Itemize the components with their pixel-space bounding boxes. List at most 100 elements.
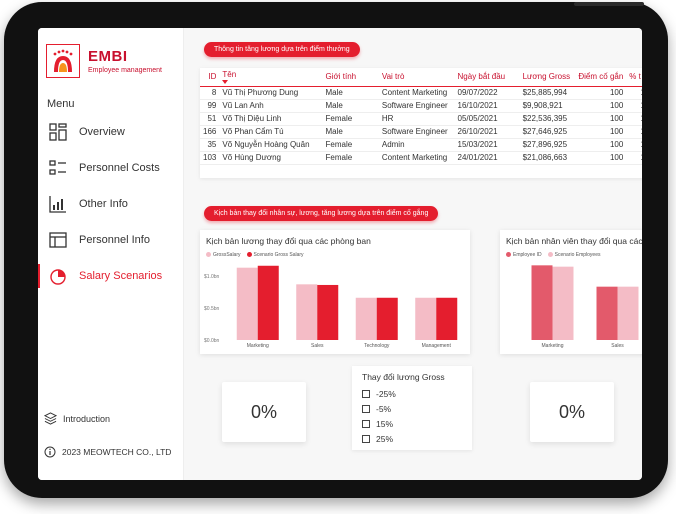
chart-legend: Employee ID Scenario Employees xyxy=(506,252,600,258)
col-header-start-date[interactable]: Ngày bắt đầu xyxy=(454,68,520,87)
table-cell: 100 xyxy=(575,86,627,100)
table-header-row: ID Tên Giới tính Vai trò Ngày bắt đầu Lư… xyxy=(200,68,642,87)
sidebar-item-other-info[interactable]: Other Info xyxy=(38,186,184,222)
table-cell: Admin xyxy=(378,138,455,152)
table-cell: 8 xyxy=(200,86,220,100)
sidebar-item-label: Personnel Info xyxy=(79,234,150,246)
checkbox[interactable] xyxy=(362,419,370,428)
table-cell: $25,885,994 xyxy=(519,86,576,100)
slicer-option[interactable]: -25% xyxy=(362,386,462,401)
sidebar-item-salary-scenarios[interactable]: Salary Scenarios xyxy=(38,258,184,294)
bar-chart-icon xyxy=(49,196,66,213)
x-tick-label: Sales xyxy=(611,343,624,349)
slicer-option[interactable]: 25% xyxy=(362,431,462,446)
kpi-card-left: 0% xyxy=(222,382,306,442)
menu-label: Menu xyxy=(47,98,75,110)
checkbox[interactable] xyxy=(362,404,370,413)
legend-dot-icon xyxy=(506,252,511,258)
sidebar-item-label: Other Info xyxy=(79,198,128,210)
section-title-scenarios: Kịch bản thay đổi nhân sự, lương, tăng l… xyxy=(204,206,439,221)
table-cell: Female xyxy=(322,151,379,165)
table-cell: 1 xyxy=(626,151,642,165)
bar-sales-1 xyxy=(617,286,639,340)
table-cell: 35 xyxy=(200,138,220,152)
pie-chart-icon xyxy=(50,269,66,285)
table-cell: $9,908,921 xyxy=(519,99,576,113)
brand-subtitle: Employee management xyxy=(88,67,162,74)
sidebar-item-personnel-info[interactable]: Personnel Info xyxy=(38,222,184,258)
table-cell: Male xyxy=(322,125,379,139)
col-header-name[interactable]: Tên xyxy=(219,68,323,87)
salary-table: ID Tên Giới tính Vai trò Ngày bắt đầu Lư… xyxy=(200,68,642,165)
table-cell: Female xyxy=(322,112,379,126)
table-row[interactable]: 8 Vũ Thị Phương Dung Male Content Marketing… xyxy=(200,86,642,100)
table-cell: HR xyxy=(378,112,455,126)
y-tick-label: $1.0bn xyxy=(204,274,220,280)
chart-title: Kịch bản lương thay đổi qua các phòng ba… xyxy=(206,236,371,246)
y-tick-label: $0.0bn xyxy=(204,338,220,344)
sidebar-item-overview[interactable]: Overview xyxy=(38,114,184,150)
checkbox[interactable] xyxy=(362,434,370,443)
table-cell: Võ Phan Cẩm Tú xyxy=(219,125,323,139)
info-icon xyxy=(44,446,56,458)
col-header-percent[interactable]: % t xyxy=(626,68,642,87)
table-cell: Võ Nguyễn Hoàng Quân xyxy=(219,138,323,152)
table-row[interactable]: 103 Võ Hùng Dương Female Content Marketing 2… xyxy=(200,151,642,165)
main-content: Thông tin tăng lương dựa trên điểm thưởn… xyxy=(184,28,642,480)
brand-logo[interactable]: EMBI Employee management xyxy=(46,44,162,78)
sort-desc-icon xyxy=(222,79,229,84)
table-cell: 100 xyxy=(575,112,627,126)
sidebar-item-personnel-costs[interactable]: Personnel Costs xyxy=(38,150,184,186)
logo-icon xyxy=(46,44,80,78)
table-cell: Male xyxy=(322,86,379,100)
brand-title: EMBI xyxy=(88,48,128,65)
bar-management-1 xyxy=(436,297,458,340)
table-cell: Female xyxy=(322,138,379,152)
x-tick-label: Management xyxy=(422,343,452,349)
chart-legend: GrossSalary Scenario Gross Salary xyxy=(206,252,304,258)
col-header-id[interactable]: ID xyxy=(200,68,220,87)
table-cell: Vũ Lan Anh xyxy=(219,99,323,113)
table-cell: $21,086,663 xyxy=(519,151,576,165)
table-cell: 103 xyxy=(200,151,220,165)
bar-technology-0 xyxy=(355,297,377,340)
dept-salary-chart: Kịch bản lương thay đổi qua các phòng ba… xyxy=(200,230,470,354)
table-cell: 100 xyxy=(575,138,627,152)
table-cell: 24/01/2021 xyxy=(454,151,520,165)
table-row[interactable]: 99 Vũ Lan Anh Male Software Engineer 16/10/2… xyxy=(200,99,642,113)
col-header-gross-salary[interactable]: Lương Gross xyxy=(519,68,576,87)
table-cell: $22,536,395 xyxy=(519,112,576,126)
sidebar-item-label: Personnel Costs xyxy=(79,162,160,174)
table-cell: 51 xyxy=(200,112,220,126)
tablet-button xyxy=(574,2,644,6)
legend-dot-icon xyxy=(547,252,553,258)
table-cell: Võ Hùng Dương xyxy=(219,151,323,165)
sidebar-item-label: Overview xyxy=(79,126,125,138)
legend-item: Employee ID xyxy=(513,252,542,258)
layers-icon xyxy=(44,412,57,425)
chart1-plot: $0.0bn $0.5bn $1.0bn Marketing Sales Technolo… xyxy=(204,265,458,349)
y-tick-label: $0.5bn xyxy=(204,306,220,312)
table-row[interactable]: 166 Võ Phan Cẩm Tú Male Software Engineer 26… xyxy=(200,125,642,139)
bar-marketing-1 xyxy=(257,265,279,340)
table-row[interactable]: 51 Võ Thị Diệu Linh Female HR 05/05/2021 $22,… xyxy=(200,112,642,126)
slicer-option[interactable]: 15% xyxy=(362,416,462,431)
list-icon xyxy=(49,160,66,175)
col-header-effort-score[interactable]: Điểm cố gắn xyxy=(575,68,627,87)
table-cell: Content Marketing xyxy=(378,86,455,100)
introduction-link[interactable]: Introduction xyxy=(44,412,110,425)
x-tick-label: Technology xyxy=(364,343,390,349)
tablet-frame: EMBI Employee management Menu Overview P… xyxy=(4,2,668,498)
col-header-gender[interactable]: Giới tính xyxy=(322,68,379,87)
table-cell: Content Marketing xyxy=(378,151,455,165)
table-cell: 100 xyxy=(575,99,627,113)
table-cell: Software Engineer xyxy=(378,99,455,113)
table-cell: 15/03/2021 xyxy=(454,138,520,152)
col-header-role[interactable]: Vai trò xyxy=(378,68,455,87)
slicer-option[interactable]: -5% xyxy=(362,401,462,416)
table-row[interactable]: 35 Võ Nguyễn Hoàng Quân Female Admin 15/03/2… xyxy=(200,138,642,152)
x-tick-label: Marketing xyxy=(542,343,564,349)
x-tick-label: Sales xyxy=(311,343,324,349)
chart2-plot: Marketing Sales xyxy=(531,265,639,349)
checkbox[interactable] xyxy=(362,389,370,398)
